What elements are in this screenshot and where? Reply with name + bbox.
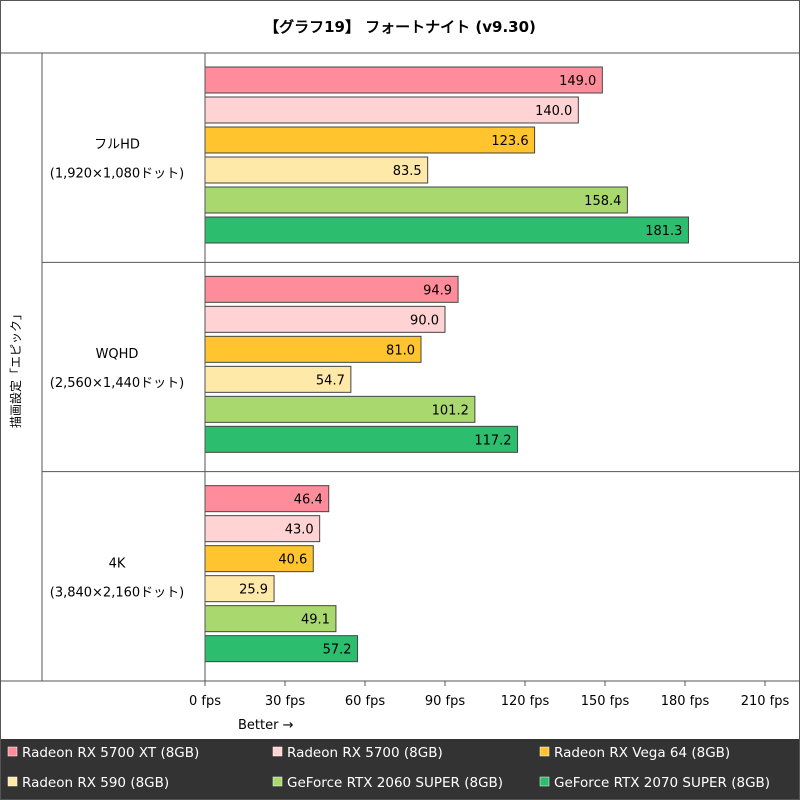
legend-swatch xyxy=(539,746,550,757)
bar xyxy=(204,216,689,244)
x-tick-label: 120 fps xyxy=(501,694,550,709)
category-resolution: (2,560×1,440ドット) xyxy=(50,376,184,391)
legend-swatch xyxy=(7,746,18,757)
bar xyxy=(204,605,337,633)
legend-label: GeForce RTX 2070 SUPER (8GB) xyxy=(554,775,770,791)
legend-label: Radeon RX 5700 XT (8GB) xyxy=(22,745,199,761)
legend-swatch xyxy=(539,776,550,787)
legend-swatch xyxy=(272,776,283,787)
bar-value-label: 149.0 xyxy=(559,74,596,89)
bar-value-label: 90.0 xyxy=(410,313,439,328)
bar-value-label: 83.5 xyxy=(393,164,422,179)
bar xyxy=(204,395,476,423)
bar-value-label: 25.9 xyxy=(239,583,268,598)
bar-value-label: 140.0 xyxy=(535,104,572,119)
bar-value-label: 158.4 xyxy=(584,194,621,209)
legend-label: Radeon RX 590 (8GB) xyxy=(22,775,169,791)
category-name: WQHD xyxy=(96,347,139,362)
x-tick-label: 90 fps xyxy=(425,694,466,709)
bar-value-label: 43.0 xyxy=(285,523,314,538)
bar xyxy=(204,156,429,184)
category-name: 4K xyxy=(109,556,126,571)
bar xyxy=(204,305,446,333)
bar-value-label: 123.6 xyxy=(491,134,528,149)
bar-value-label: 57.2 xyxy=(323,643,352,658)
y-axis-label: 描画設定「エピック」 xyxy=(8,308,23,428)
bar-value-label: 49.1 xyxy=(301,613,330,628)
bar-value-label: 40.6 xyxy=(278,553,307,568)
legend-swatch xyxy=(272,746,283,757)
bar xyxy=(204,425,519,453)
legend-background xyxy=(0,739,800,800)
bar-layer: 149.0 140.0 123.6 83.5 158.4 181.3 94.9 90.0 81.… xyxy=(204,66,689,663)
bar xyxy=(204,66,603,94)
x-tick-label: 0 fps xyxy=(189,694,221,709)
category-resolution: (3,840×2,160ドット) xyxy=(50,585,184,600)
bar-value-label: 101.2 xyxy=(432,403,469,418)
bar-value-label: 94.9 xyxy=(423,283,452,298)
legend-label: GeForce RTX 2060 SUPER (8GB) xyxy=(287,775,503,791)
bar-value-label: 117.2 xyxy=(474,433,511,448)
legend-swatch xyxy=(7,776,18,787)
bar xyxy=(204,126,536,154)
legend-label: Radeon RX 5700 (8GB) xyxy=(287,745,443,761)
x-tick-label: 60 fps xyxy=(345,694,386,709)
x-tick-label: 210 fps xyxy=(741,694,790,709)
title-background xyxy=(0,0,800,53)
chart-title: 【グラフ19】 フォートナイト (v9.30) xyxy=(264,18,536,36)
category-resolution: (1,920×1,080ドット) xyxy=(50,167,184,182)
bar-value-label: 54.7 xyxy=(316,373,345,388)
bar-value-label: 46.4 xyxy=(294,493,323,508)
legend-label: Radeon RX Vega 64 (8GB) xyxy=(554,745,730,761)
axis-layer: 0 fps 30 fps 60 fps 90 fps 120 fps 150 fps 180… xyxy=(0,53,800,709)
bar xyxy=(204,96,579,124)
category-layer: フルHD (1,920×1,080ドット) WQHD (2,560×1,440ドット)… xyxy=(42,138,800,600)
legend: Radeon RX 5700 XT (8GB) Radeon RX 5700 (8… xyxy=(7,745,770,791)
x-tick-label: 180 fps xyxy=(661,694,710,709)
bar xyxy=(204,275,459,303)
better-label: Better → xyxy=(238,718,294,733)
bar xyxy=(204,186,628,214)
bar-value-label: 181.3 xyxy=(645,224,682,239)
category-name: フルHD xyxy=(94,138,140,153)
x-tick-label: 30 fps xyxy=(265,694,306,709)
x-tick-label: 150 fps xyxy=(581,694,630,709)
bar-value-label: 81.0 xyxy=(386,343,415,358)
bar xyxy=(204,335,422,363)
bar xyxy=(204,365,352,393)
